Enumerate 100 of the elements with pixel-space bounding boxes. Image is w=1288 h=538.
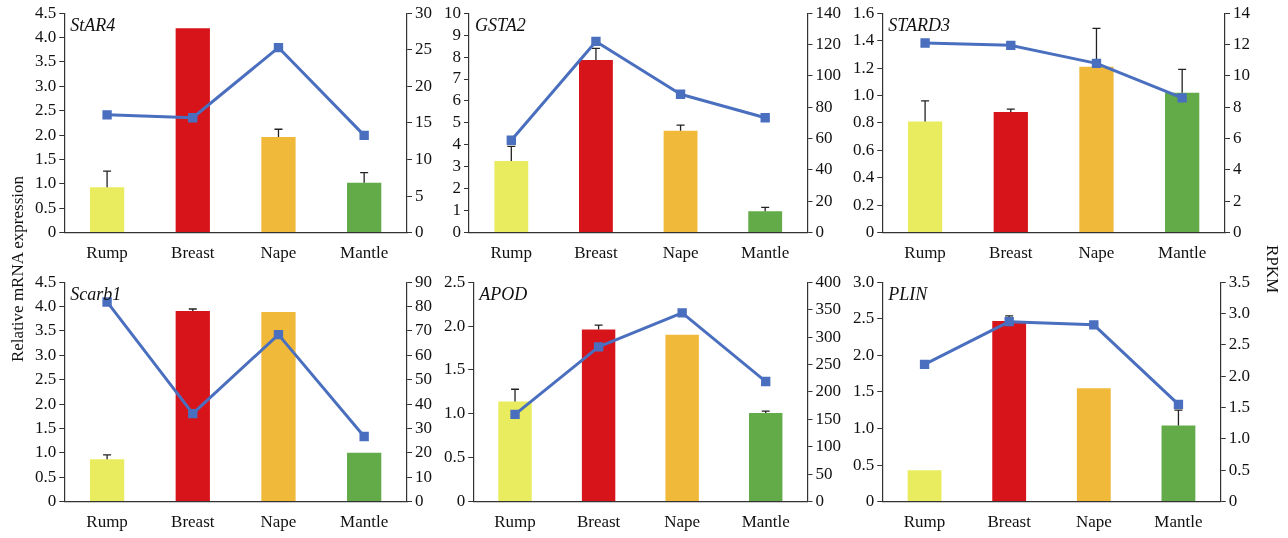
y-tick-label: 4.0 <box>35 27 57 47</box>
y-tick-label: 0.2 <box>853 194 875 214</box>
bar <box>347 452 382 502</box>
y-tick-label: 10 <box>444 2 461 22</box>
point <box>675 89 686 99</box>
y2-tick-label: 60 <box>415 344 432 364</box>
x-tick-label: Mantle <box>340 243 389 263</box>
x-tick-label: Rump <box>86 512 128 532</box>
x-tick-label: Rump <box>903 512 946 532</box>
y-tick-label: 0 <box>456 491 466 511</box>
y-tick-label: 3 <box>452 156 461 176</box>
point <box>102 110 112 120</box>
y-tick-label: 0.5 <box>444 447 466 467</box>
y-tick-label: 2.0 <box>853 344 875 364</box>
bar <box>748 211 783 233</box>
bar <box>1076 388 1111 502</box>
y2-tick-label: 1.5 <box>1228 397 1250 417</box>
y2-tick-label: 10 <box>415 148 432 168</box>
point <box>761 376 771 387</box>
bar <box>89 187 125 233</box>
bar <box>1079 66 1114 233</box>
x-tick-label: Breast <box>171 243 215 263</box>
y2-tick-label: 2 <box>1233 190 1242 210</box>
x-tick-label: Rump <box>904 243 946 263</box>
x-tick-label: Breast <box>987 512 1032 532</box>
y2-tick-label: 3.0 <box>1228 303 1250 323</box>
y-tick-label: 1.2 <box>853 57 875 77</box>
y-tick-label: 4.5 <box>35 2 57 22</box>
y-tick-label: 4 <box>452 134 462 154</box>
y-tick-label: 2.5 <box>853 308 875 328</box>
y-tick-label: 2.5 <box>35 100 57 120</box>
point <box>273 329 284 340</box>
point <box>359 130 369 141</box>
y-tick-label: 1.0 <box>35 173 57 193</box>
y-tick-label: 0 <box>47 491 57 511</box>
bar <box>749 412 783 502</box>
x-tick-label: Nape <box>662 243 699 263</box>
bar <box>175 28 210 233</box>
y2-tick-label: 350 <box>815 299 841 319</box>
point <box>1173 399 1184 410</box>
point <box>591 36 601 47</box>
y-tick-label: 2 <box>452 178 461 198</box>
point <box>1089 320 1099 330</box>
y2-tick-label: 14 <box>1233 2 1251 22</box>
point <box>1177 93 1187 103</box>
y2-tick-label: 300 <box>815 326 841 346</box>
bar <box>579 59 613 233</box>
y2-tick-label: 0 <box>1233 222 1242 242</box>
bar <box>993 111 1028 233</box>
y-tick-label: 0.8 <box>853 112 875 132</box>
y-tick-label: 0 <box>452 222 461 242</box>
point <box>1091 58 1102 69</box>
x-tick-label: Mantle <box>741 243 790 263</box>
y-tick-label: 1.0 <box>444 403 466 423</box>
y2-tick-label: 4 <box>1233 159 1242 179</box>
point <box>273 42 284 53</box>
y2-tick-label: 10 <box>1233 65 1250 85</box>
y2-tick-label: 0 <box>815 491 824 511</box>
chart-title: Scarb1 <box>70 283 122 304</box>
y2-tick-label: 20 <box>415 442 432 462</box>
point <box>919 359 930 369</box>
bar <box>498 401 532 502</box>
y-tick-label: 0.5 <box>35 466 57 486</box>
bar <box>581 329 616 502</box>
bar <box>992 320 1027 502</box>
y2-tick-label: 3.5 <box>1228 271 1250 291</box>
x-tick-label: Nape <box>664 512 701 532</box>
y2-tick-label: 0.5 <box>1228 459 1250 479</box>
y-tick-label: 4.5 <box>35 271 57 291</box>
y-tick-label: 3.5 <box>35 320 57 340</box>
y-tick-label: 1.0 <box>35 442 57 462</box>
chart-title: PLIN <box>887 283 929 304</box>
y2-tick-label: 80 <box>415 296 432 316</box>
point <box>1006 40 1016 51</box>
y-tick-label: 4.0 <box>35 296 57 316</box>
y2-tick-label: 100 <box>815 436 841 456</box>
y2-tick-label: 2.5 <box>1228 334 1250 354</box>
bar <box>1161 425 1196 502</box>
x-tick-label: Rump <box>494 512 536 532</box>
y-tick-label: 9 <box>452 24 461 44</box>
y2-tick-label: 250 <box>815 353 841 373</box>
bar <box>1165 92 1200 233</box>
x-tick-label: Mantle <box>340 512 389 532</box>
y2-tick-label: 0 <box>415 491 424 511</box>
y2-tick-label: 50 <box>415 369 432 389</box>
x-tick-label: Breast <box>171 512 215 532</box>
y-tick-label: 3.0 <box>35 344 57 364</box>
y-tick-label: 3.5 <box>35 51 57 71</box>
x-tick-label: Breast <box>576 512 621 532</box>
x-tick-label: Nape <box>260 243 297 263</box>
x-tick-label: Breast <box>574 243 618 263</box>
x-tick-label: Mantle <box>741 512 790 532</box>
bar <box>89 459 125 502</box>
y2-tick-label: 2.0 <box>1228 365 1250 385</box>
point <box>188 113 198 123</box>
y-axis-title: Relative mRNA expression <box>8 175 28 363</box>
bar <box>494 161 529 233</box>
y-tick-label: 7 <box>452 68 462 88</box>
point <box>359 431 369 442</box>
point <box>593 342 604 352</box>
